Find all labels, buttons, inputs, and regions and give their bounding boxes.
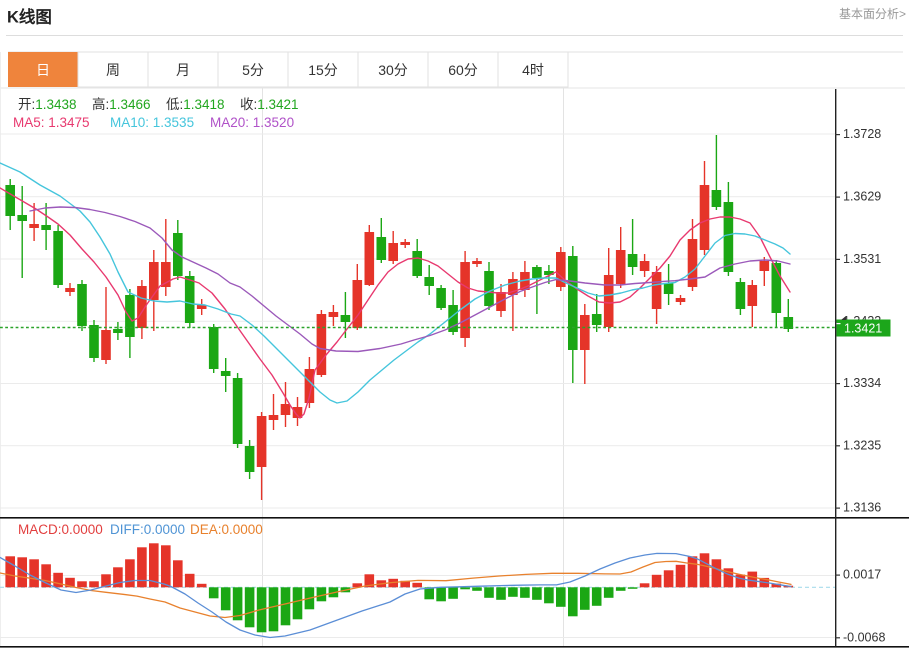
svg-text:K线图: K线图 <box>7 7 52 27</box>
svg-text:MA10: 1.3535: MA10: 1.3535 <box>110 115 194 130</box>
svg-text:30分: 30分 <box>378 62 408 78</box>
svg-text:低:1.3418: 低:1.3418 <box>166 97 225 112</box>
svg-text:1.3531: 1.3531 <box>843 252 881 266</box>
svg-text:DIFF:0.0000: DIFF:0.0000 <box>110 522 185 537</box>
svg-text:1.3235: 1.3235 <box>843 438 881 452</box>
svg-text:4时: 4时 <box>522 62 544 78</box>
svg-text:周: 周 <box>106 62 120 78</box>
svg-text:1.3421: 1.3421 <box>844 322 882 336</box>
svg-text:-0.0068: -0.0068 <box>843 630 885 644</box>
svg-text:高:1.3466: 高:1.3466 <box>92 96 151 112</box>
svg-text:1.3629: 1.3629 <box>843 190 881 204</box>
svg-text:15分: 15分 <box>308 62 338 78</box>
svg-text:60分: 60分 <box>448 62 478 78</box>
svg-text:收:1.3421: 收:1.3421 <box>240 97 299 112</box>
svg-text:基本面分析>: 基本面分析> <box>839 7 906 21</box>
svg-text:月: 月 <box>176 62 190 78</box>
svg-text:5分: 5分 <box>242 62 264 78</box>
svg-text:MA20: 1.3520: MA20: 1.3520 <box>210 115 294 130</box>
svg-text:1.3136: 1.3136 <box>843 501 881 515</box>
svg-text:1.3334: 1.3334 <box>843 376 881 390</box>
svg-text:日: 日 <box>36 62 50 78</box>
svg-text:开:1.3438: 开:1.3438 <box>18 97 77 112</box>
svg-text:1.3728: 1.3728 <box>843 127 881 141</box>
svg-text:0.0017: 0.0017 <box>843 568 881 582</box>
svg-text:DEA:0.0000: DEA:0.0000 <box>190 522 263 537</box>
svg-text:MACD:0.0000: MACD:0.0000 <box>18 522 103 537</box>
svg-text:MA5: 1.3475: MA5: 1.3475 <box>13 115 90 130</box>
